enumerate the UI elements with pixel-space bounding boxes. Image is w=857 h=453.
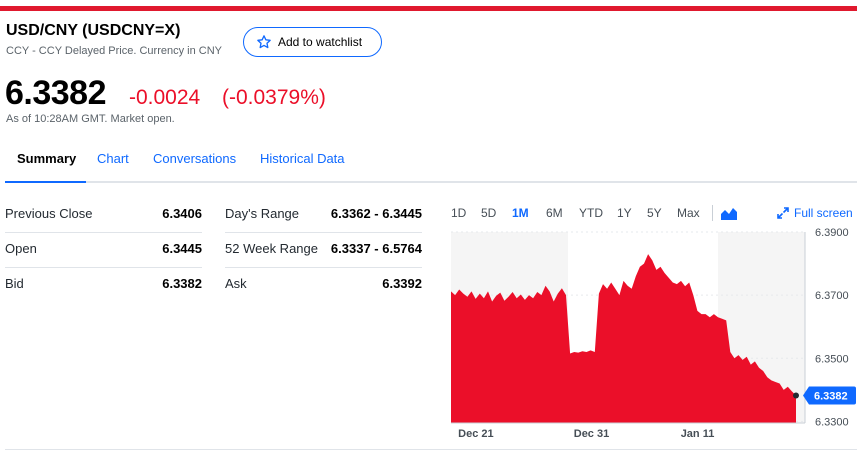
range-max-button[interactable]: Max bbox=[677, 206, 700, 220]
range-5y-button[interactable]: 5Y bbox=[647, 206, 662, 220]
price-change: -0.0024 bbox=[129, 86, 201, 109]
tab-historical-data[interactable]: Historical Data bbox=[260, 151, 345, 166]
stat-value: 6.3406 bbox=[162, 206, 202, 221]
chart-type-icon[interactable] bbox=[721, 206, 737, 220]
table-row: Bid 6.3382 bbox=[5, 268, 202, 303]
stat-value: 6.3445 bbox=[162, 241, 202, 256]
y-tick-label: 6.3300 bbox=[815, 416, 849, 428]
page-subtitle: CCY - CCY Delayed Price. Currency in CNY bbox=[6, 45, 222, 57]
y-tick-label: 6.3700 bbox=[815, 290, 849, 302]
stat-value: 6.3337 - 6.5764 bbox=[330, 241, 422, 256]
tab-conversations[interactable]: Conversations bbox=[153, 151, 237, 166]
x-tick-label: Jan 11 bbox=[681, 428, 715, 440]
stat-value: 6.3362 - 6.3445 bbox=[330, 206, 422, 221]
expand-icon bbox=[777, 207, 789, 219]
stat-label: Previous Close bbox=[5, 206, 93, 221]
stat-value: 6.3392 bbox=[382, 276, 422, 291]
price-area bbox=[451, 254, 796, 423]
current-price: 6.3382 bbox=[5, 74, 107, 112]
last-price-tag bbox=[803, 386, 856, 405]
last-price-label: 6.3382 bbox=[814, 391, 848, 403]
range-5d-button[interactable]: 5D bbox=[481, 206, 497, 220]
range-1d-button[interactable]: 1D bbox=[451, 206, 467, 220]
y-tick-label: 6.3500 bbox=[815, 353, 849, 365]
table-row: Previous Close 6.3406 bbox=[5, 198, 202, 233]
table-row: Open 6.3445 bbox=[5, 233, 202, 268]
market-status: As of 10:28AM GMT. Market open. bbox=[6, 113, 175, 125]
range-divider bbox=[712, 205, 713, 221]
stat-label: Ask bbox=[225, 276, 247, 291]
stat-label: 52 Week Range bbox=[225, 241, 318, 256]
range-6m-button[interactable]: 6M bbox=[546, 206, 563, 220]
tab-summary[interactable]: Summary bbox=[17, 151, 77, 166]
x-tick-labels: Dec 21 Dec 31 Jan 11 bbox=[458, 428, 714, 440]
stat-label: Day's Range bbox=[225, 206, 300, 221]
stat-value: 6.3382 bbox=[162, 276, 202, 291]
section-divider bbox=[5, 449, 857, 450]
y-tick-labels: 6.3900 6.3700 6.3500 6.3300 bbox=[815, 228, 849, 428]
table-row: 52 Week Range 6.3337 - 6.5764 bbox=[225, 233, 422, 268]
full-screen-button[interactable]: Full screen bbox=[777, 206, 853, 220]
add-to-watchlist-button[interactable]: Add to watchlist bbox=[243, 27, 382, 57]
range-ytd-button[interactable]: YTD bbox=[579, 206, 603, 220]
stat-label: Open bbox=[5, 241, 37, 256]
stat-label: Bid bbox=[5, 276, 24, 291]
full-screen-label: Full screen bbox=[794, 206, 853, 220]
range-1m-button[interactable]: 1M bbox=[512, 206, 529, 220]
table-row: Day's Range 6.3362 - 6.3445 bbox=[225, 198, 422, 233]
brand-top-bar bbox=[0, 6, 857, 11]
table-row: Ask 6.3392 bbox=[225, 268, 422, 303]
active-tab-indicator bbox=[5, 181, 86, 183]
x-tick-label: Dec 31 bbox=[574, 428, 609, 440]
page-title: USD/CNY (USDCNY=X) bbox=[6, 22, 181, 39]
price-change-percent: (-0.0379%) bbox=[222, 86, 326, 109]
x-tick-label: Dec 21 bbox=[458, 428, 493, 440]
price-chart[interactable]: 6.3900 6.3700 6.3500 6.3300 Dec 21 Dec 31 Jan… bbox=[448, 228, 857, 443]
last-price-dot bbox=[793, 392, 799, 399]
star-icon bbox=[257, 35, 271, 49]
tab-chart[interactable]: Chart bbox=[97, 151, 129, 166]
y-tick-label: 6.3900 bbox=[815, 228, 849, 239]
range-1y-button[interactable]: 1Y bbox=[617, 206, 632, 220]
add-to-watchlist-label: Add to watchlist bbox=[278, 35, 363, 49]
quote-tabs: Summary Chart Conversations Historical D… bbox=[5, 140, 857, 183]
